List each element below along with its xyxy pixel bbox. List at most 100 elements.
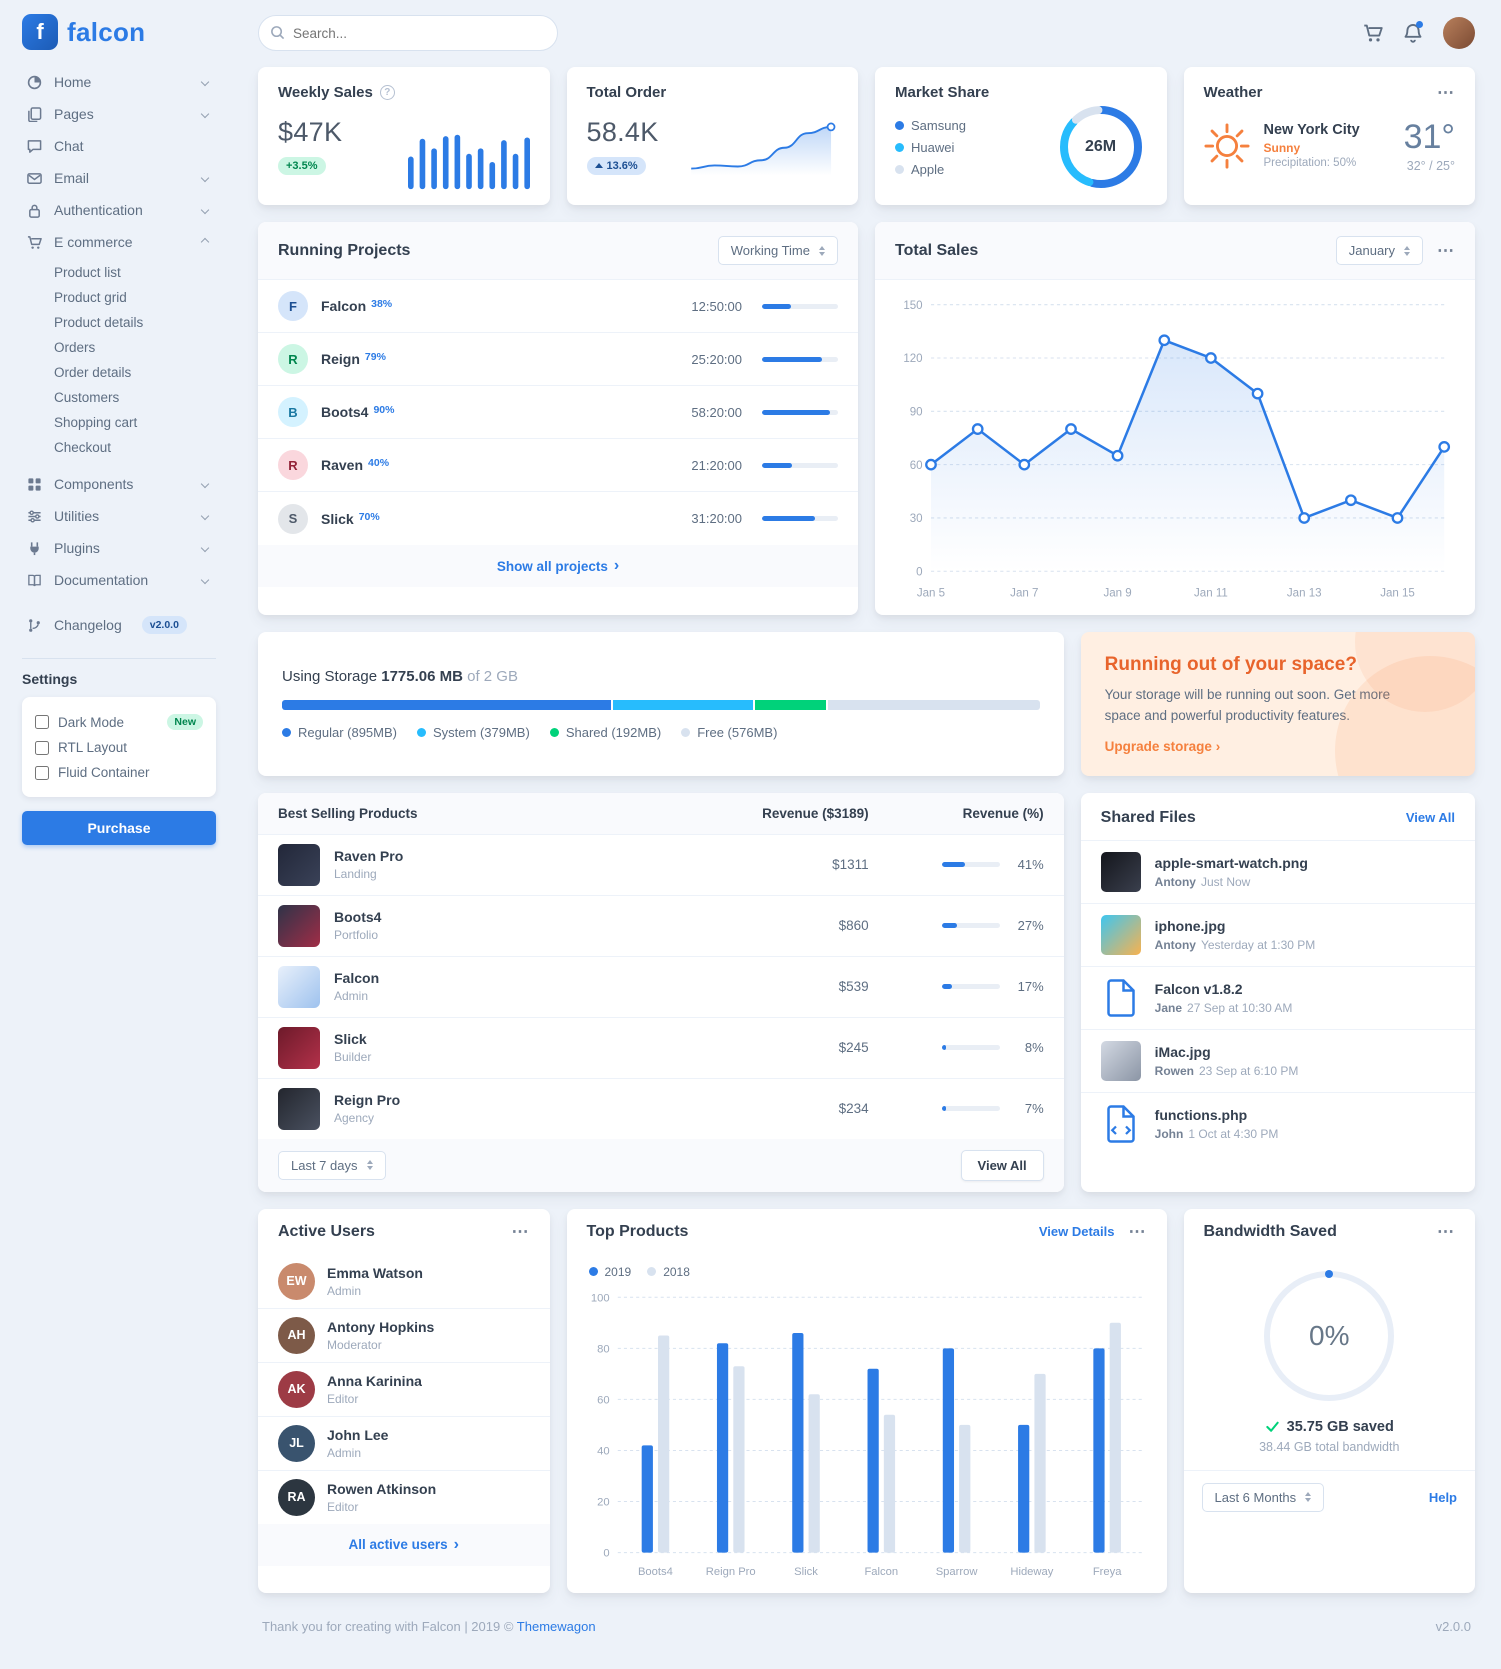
falcon-logo[interactable]: f falcon	[22, 14, 216, 50]
sidebar-item-product-details[interactable]: Product details	[54, 315, 144, 330]
active-users-card: Active Users ⋯ EW Emma Watson Admin AH An…	[258, 1208, 550, 1594]
project-row: B Boots4 90% 58:20:00	[258, 386, 858, 439]
more-options-button[interactable]: ⋯	[1128, 1222, 1147, 1242]
user-name[interactable]: Emma Watson	[327, 1264, 423, 1281]
more-options-button[interactable]: ⋯	[511, 1222, 530, 1242]
file-name[interactable]: functions.php	[1154, 1107, 1248, 1124]
product-name[interactable]: Boots4	[334, 909, 382, 926]
view-all-button[interactable]: View All	[960, 1149, 1044, 1181]
project-name[interactable]: Falcon	[321, 298, 367, 314]
project-name[interactable]: Slick	[321, 510, 354, 527]
sidebar-item-product-list[interactable]: Product list	[54, 265, 121, 280]
purchase-button[interactable]: Purchase	[22, 811, 216, 845]
help-icon[interactable]: ?	[379, 85, 395, 100]
sidebar-item-authentication[interactable]: Authentication	[22, 194, 216, 226]
dark-mode-toggle[interactable]: Dark Mode New	[35, 709, 203, 735]
topbar-actions	[1363, 17, 1475, 49]
search-input[interactable]	[258, 15, 558, 51]
upgrade-storage-link[interactable]: Upgrade storage ›	[1104, 738, 1221, 754]
legend-dot	[895, 120, 904, 130]
product-revenue: $1311	[832, 857, 869, 873]
product-name[interactable]: Raven Pro	[334, 848, 404, 865]
shared-files-card: Shared Files View All apple-smart-watch.…	[1080, 792, 1475, 1192]
chevron-down-icon	[200, 511, 210, 521]
product-thumbnail	[278, 843, 320, 886]
project-row: S Slick 70% 31:20:00	[258, 492, 858, 545]
storage-segment-regular	[282, 700, 612, 710]
avatar[interactable]	[1443, 17, 1475, 49]
sidebar-item-plugins[interactable]: Plugins	[22, 532, 216, 564]
last-6-months-select[interactable]: Last 6 Months	[1201, 1482, 1325, 1512]
weekly-sales-value: $47K	[278, 116, 343, 147]
sidebar-item-chat[interactable]: Chat	[22, 130, 216, 162]
file-name[interactable]: apple-smart-watch.png	[1154, 854, 1308, 871]
sliders-icon	[26, 508, 42, 524]
sidebar-item-home[interactable]: Home	[22, 66, 216, 98]
product-name[interactable]: Slick	[334, 1031, 367, 1048]
sidebar-item-orders[interactable]: Orders	[54, 340, 96, 355]
sidebar-item-email[interactable]: Email	[22, 162, 216, 194]
all-active-users-link[interactable]: All active users ›	[258, 1523, 550, 1566]
rtl-layout-checkbox[interactable]	[35, 740, 49, 755]
show-all-projects-link[interactable]: Show all projects ›	[258, 545, 858, 587]
user-name[interactable]: Anna Karinina	[327, 1372, 422, 1389]
file-name[interactable]: iphone.jpg	[1154, 917, 1226, 934]
sidebar-item-label: Home	[54, 74, 92, 90]
product-thumbnail	[278, 1087, 320, 1130]
product-name[interactable]: Reign Pro	[334, 1092, 401, 1109]
file-name[interactable]: Falcon v1.8.2	[1154, 980, 1243, 997]
more-options-button[interactable]: ⋯	[1437, 241, 1455, 260]
fluid-container-toggle[interactable]: Fluid Container	[35, 760, 203, 785]
working-time-select[interactable]: Working Time	[717, 236, 838, 265]
file-time: 27 Sep at 10:30 AM	[1187, 1000, 1293, 1015]
project-name[interactable]: Raven	[321, 457, 364, 473]
market-share-legend: Samsung Huawei Apple	[895, 118, 966, 177]
product-category: Landing	[334, 867, 377, 882]
project-avatar: S	[278, 503, 308, 534]
project-time: 31:20:00	[691, 511, 742, 526]
sidebar-item-changelog[interactable]: Changelog v2.0.0	[22, 608, 216, 642]
view-details-link[interactable]: View Details	[1038, 1224, 1115, 1240]
sidebar-item-order-details[interactable]: Order details	[54, 365, 132, 380]
rtl-layout-toggle[interactable]: RTL Layout	[35, 735, 203, 760]
svg-text:Falcon: Falcon	[864, 1566, 898, 1578]
search-box	[258, 15, 558, 51]
month-select[interactable]: January	[1335, 236, 1423, 265]
more-options-button[interactable]: ⋯	[1437, 83, 1455, 102]
space-warning-title: Running out of your space?	[1104, 654, 1357, 676]
sidebar-item-ecommerce[interactable]: E commerce	[22, 226, 216, 258]
svg-text:Jan 13: Jan 13	[1287, 587, 1322, 599]
cart-icon[interactable]	[1363, 23, 1383, 43]
view-all-link[interactable]: View All	[1405, 810, 1455, 826]
storage-segment-system	[613, 700, 753, 710]
bell-icon[interactable]	[1403, 21, 1423, 43]
user-name[interactable]: John Lee	[327, 1426, 389, 1443]
file-time: 1 Oct at 4:30 PM	[1188, 1127, 1279, 1142]
product-name[interactable]: Falcon	[334, 970, 380, 987]
sidebar-item-product-grid[interactable]: Product grid	[54, 290, 127, 305]
best-selling-footer: Last 7 days View All	[258, 1138, 1064, 1192]
sidebar-item-components[interactable]: Components	[22, 468, 216, 500]
list-item: functions.php John 1 Oct at 4:30 PM	[1081, 1093, 1475, 1156]
sidebar-item-utilities[interactable]: Utilities	[22, 500, 216, 532]
user-name[interactable]: Antony Hopkins	[327, 1318, 435, 1335]
dark-mode-checkbox[interactable]	[35, 715, 49, 729]
card-title: Weather	[1203, 84, 1263, 101]
fluid-container-checkbox[interactable]	[35, 765, 49, 780]
themewagon-link[interactable]: Themewagon	[516, 1619, 596, 1635]
table-row: Reign Pro Agency $234 7%	[258, 1079, 1064, 1139]
file-name[interactable]: iMac.jpg	[1154, 1043, 1211, 1060]
project-name[interactable]: Boots4	[321, 404, 369, 420]
sidebar-item-customers[interactable]: Customers	[54, 390, 120, 405]
sidebar-item-documentation[interactable]: Documentation	[22, 564, 216, 596]
last-7-days-select[interactable]: Last 7 days	[278, 1150, 386, 1180]
user-name[interactable]: Rowen Atkinson	[327, 1480, 437, 1497]
project-row: R Raven 40% 21:20:00	[258, 439, 858, 492]
sidebar-item-checkout[interactable]: Checkout	[54, 440, 112, 455]
more-options-button[interactable]: ⋯	[1437, 1222, 1455, 1242]
help-link[interactable]: Help	[1428, 1489, 1457, 1505]
sidebar-item-pages[interactable]: Pages	[22, 98, 216, 130]
sidebar-item-shopping-cart[interactable]: Shopping cart	[54, 415, 138, 430]
project-name[interactable]: Reign	[321, 351, 360, 367]
